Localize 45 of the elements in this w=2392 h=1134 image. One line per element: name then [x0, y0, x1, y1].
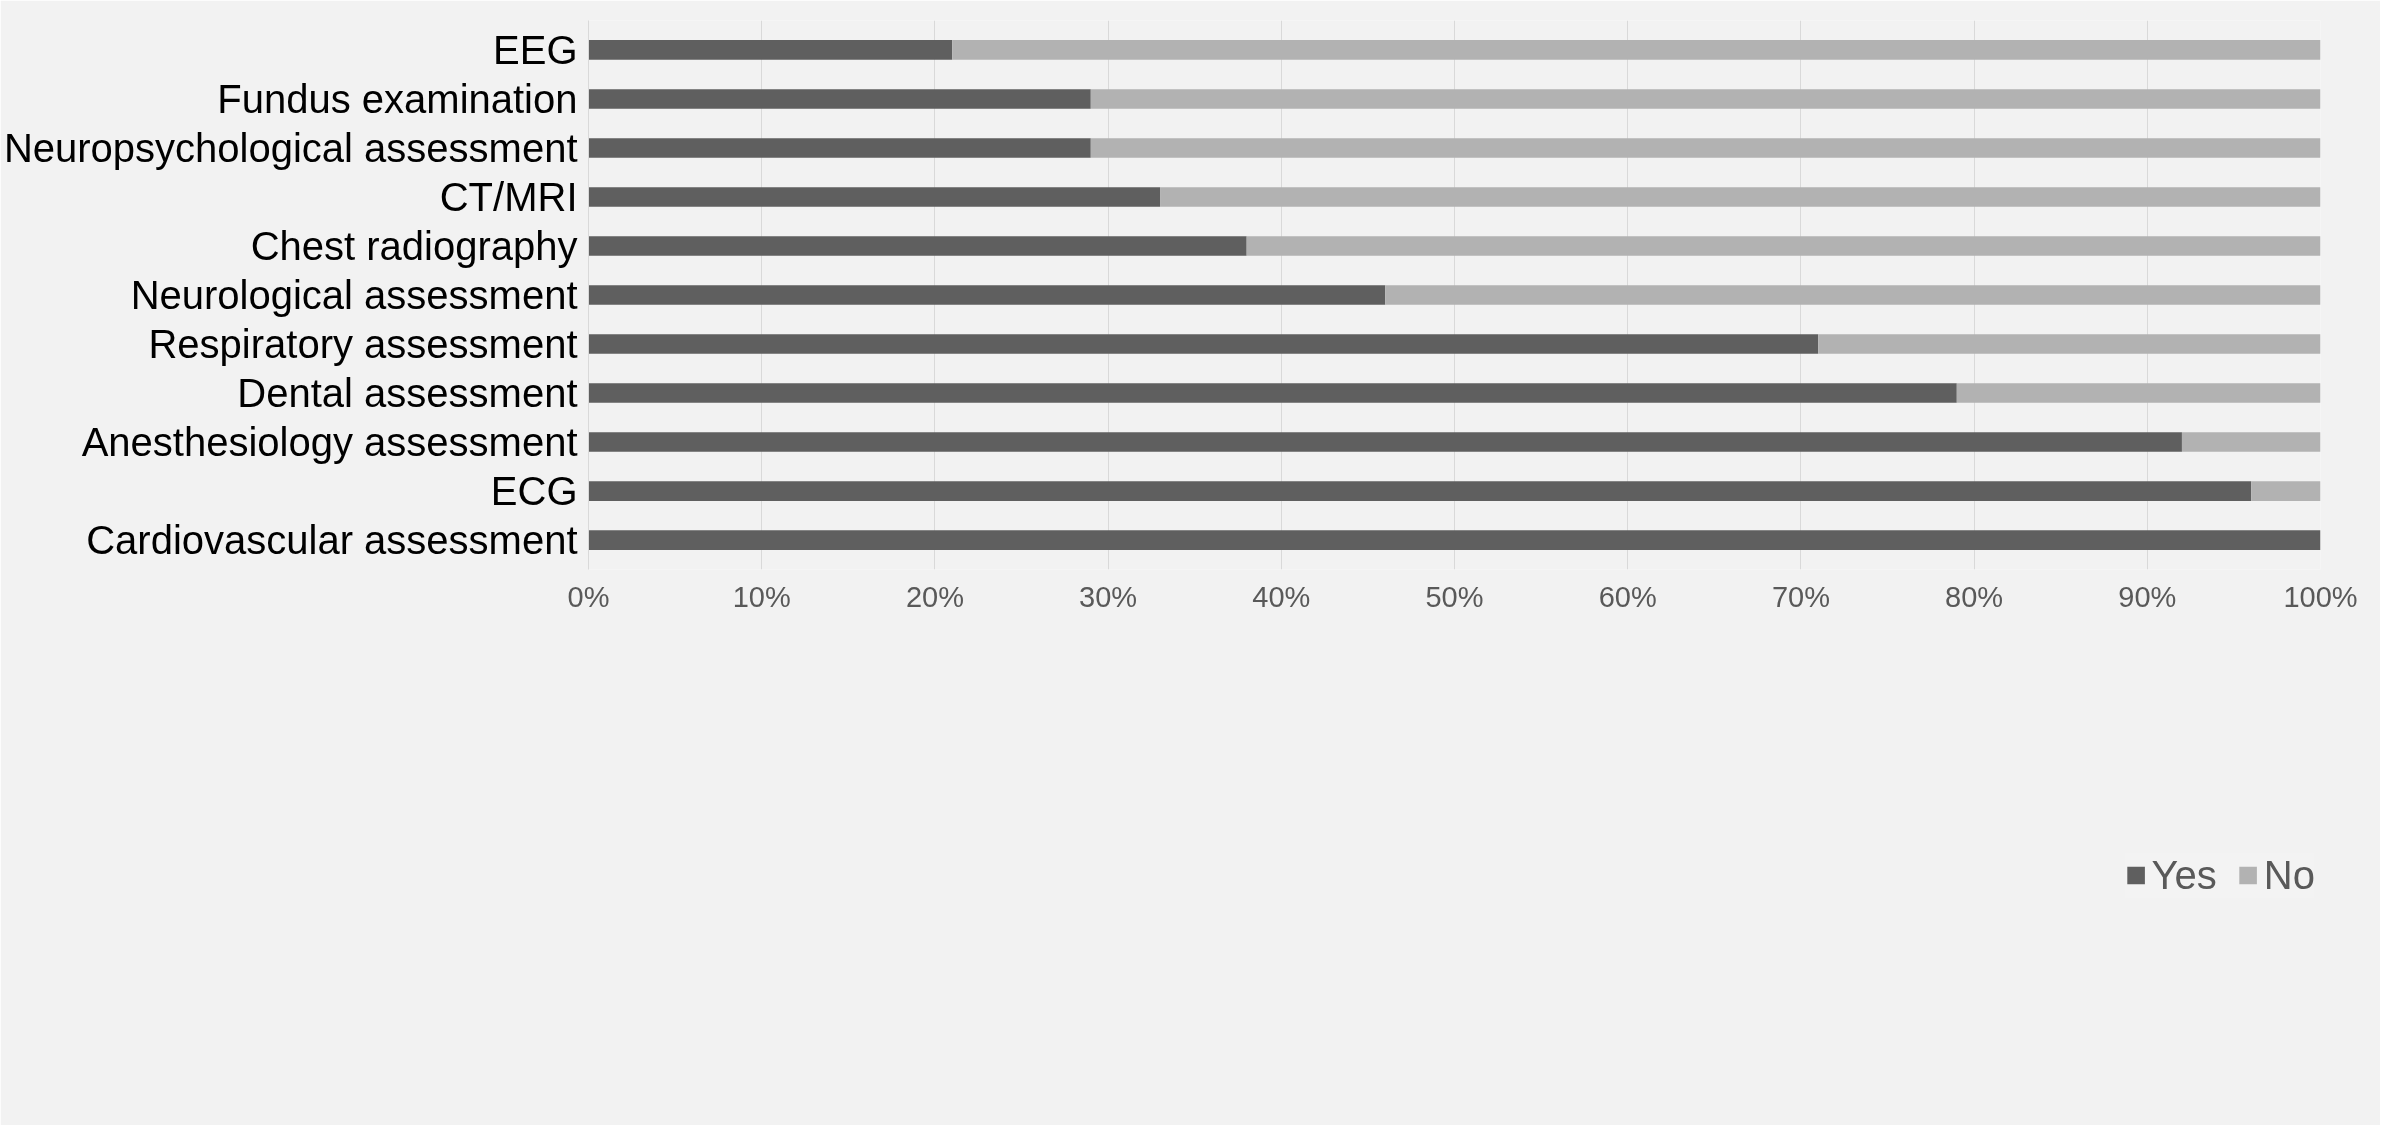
y-tick-label: Respiratory assessment	[148, 322, 578, 367]
bar	[1090, 89, 2321, 109]
bar	[1246, 236, 2321, 256]
bar	[1956, 383, 2321, 403]
x-tick-label: 0%	[567, 580, 610, 613]
x-tick-label: 90%	[2118, 580, 2177, 613]
x-tick-label: 50%	[1425, 580, 1484, 613]
bar	[1385, 285, 2321, 305]
bar	[588, 334, 1819, 354]
x-tick-label: 100%	[2283, 580, 2358, 613]
bar	[1090, 138, 2321, 158]
x-tick-label: 10%	[732, 580, 791, 613]
y-tick-label: Cardiovascular assessment	[86, 518, 578, 563]
x-tick-label: 20%	[905, 580, 964, 613]
y-tick-label: Neuropsychological assessment	[3, 125, 578, 170]
x-tick-label: 40%	[1252, 580, 1311, 613]
y-tick-label: ECG	[490, 469, 578, 514]
bar	[588, 285, 1386, 305]
bar	[952, 40, 2321, 60]
x-tick-label: 70%	[1771, 580, 1830, 613]
x-tick-label: 80%	[1945, 580, 2004, 613]
bar	[588, 236, 1247, 256]
x-tick-label: 30%	[1079, 580, 1138, 613]
bar	[588, 530, 2321, 550]
bar	[2251, 481, 2321, 501]
y-tick-label: Anesthesiology assessment	[81, 420, 578, 465]
bar	[588, 138, 1091, 158]
bar	[588, 187, 1161, 207]
bar	[1818, 334, 2321, 354]
bar	[588, 40, 953, 60]
legend-label: No	[2263, 852, 2315, 898]
y-tick-label: Fundus examination	[217, 76, 578, 121]
bar	[2181, 432, 2321, 452]
bar	[588, 383, 1957, 403]
y-tick-label: CT/MRI	[439, 174, 578, 219]
bar	[588, 481, 2252, 501]
y-tick-label: Dental assessment	[237, 371, 578, 416]
bar	[588, 432, 2182, 452]
bar	[588, 89, 1091, 109]
y-tick-label: Chest radiography	[250, 223, 578, 268]
y-tick-label: EEG	[493, 27, 578, 72]
x-tick-label: 60%	[1598, 580, 1657, 613]
legend-label: Yes	[2151, 852, 2217, 898]
bar	[1160, 187, 2321, 207]
y-tick-label: Neurological assessment	[130, 273, 578, 317]
